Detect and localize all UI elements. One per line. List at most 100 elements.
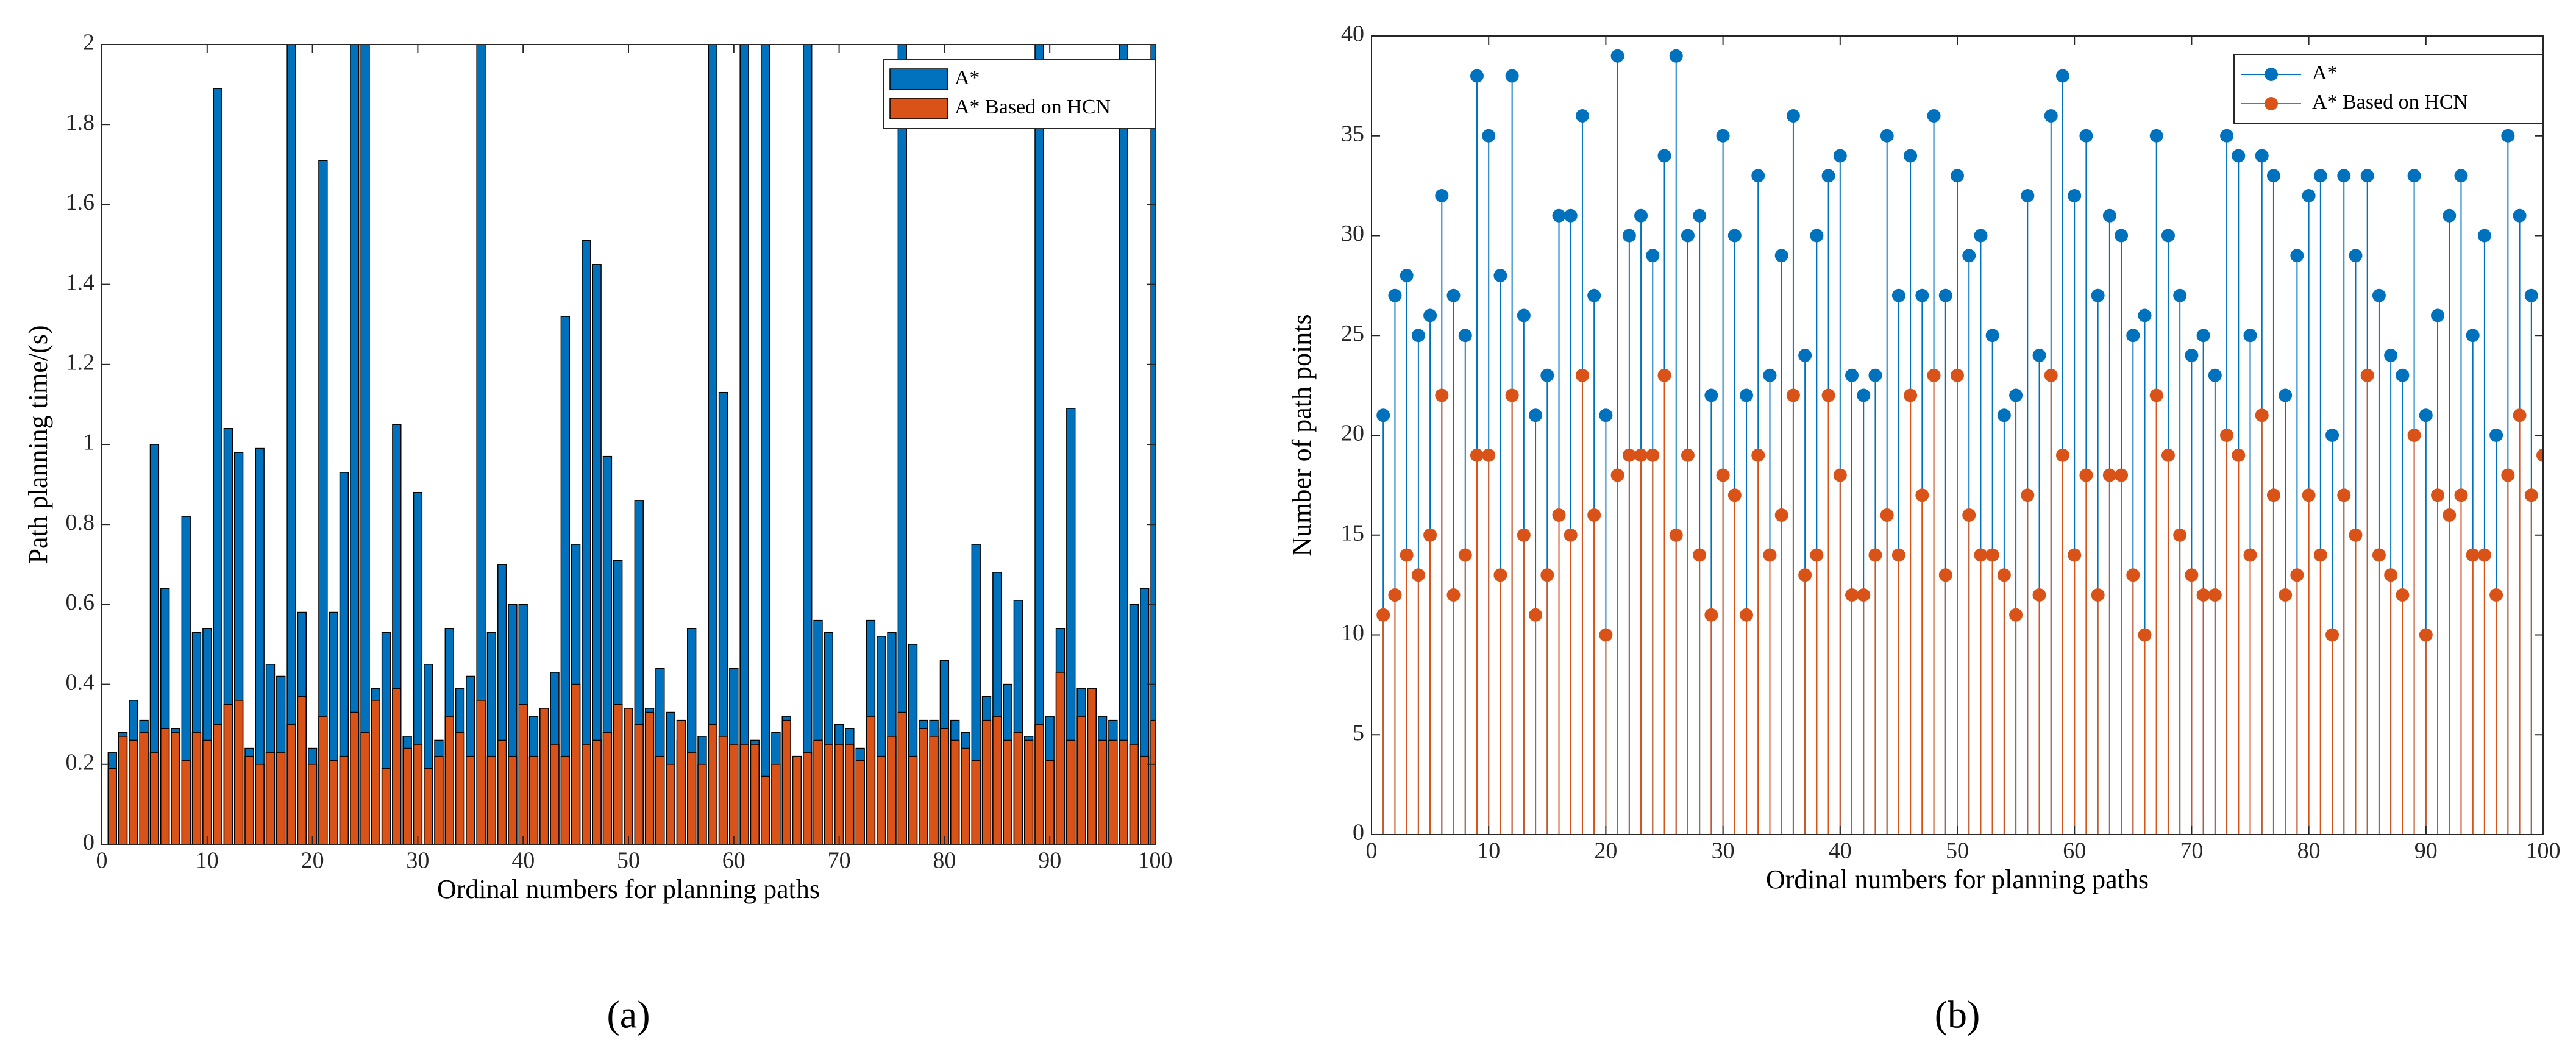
- stem-marker: [2443, 508, 2457, 522]
- stem-marker: [1646, 249, 1660, 263]
- bar: [919, 728, 928, 844]
- bar: [318, 160, 328, 844]
- stem-marker: [2279, 388, 2293, 402]
- stem-marker: [1857, 588, 1871, 602]
- y-tick-label: 0: [1353, 820, 1364, 846]
- bar: [476, 45, 486, 844]
- bar: [582, 240, 591, 844]
- stem-marker: [2279, 588, 2293, 602]
- stem-marker: [2149, 388, 2163, 402]
- stem-marker: [1599, 408, 1613, 422]
- stem-marker: [2149, 129, 2163, 143]
- bar: [992, 716, 1002, 844]
- y-tick-label: 25: [1341, 321, 1364, 346]
- bar: [950, 739, 960, 844]
- bar: [371, 700, 380, 844]
- stem-marker: [1376, 408, 1390, 422]
- bar: [160, 728, 170, 844]
- stem-marker: [1493, 269, 1507, 282]
- bar: [824, 744, 833, 844]
- stem-marker: [1552, 508, 1566, 522]
- x-tick-label: 70: [2180, 838, 2203, 864]
- stem-marker: [1962, 508, 1976, 522]
- stem-marker: [2185, 349, 2199, 362]
- stem-marker: [1529, 608, 1543, 622]
- stem-marker: [2091, 588, 2105, 602]
- bar: [961, 747, 970, 844]
- stem-marker: [1704, 608, 1718, 622]
- stem-marker: [2044, 109, 2058, 123]
- x-tick-label: 30: [406, 848, 429, 874]
- stem-marker: [1470, 448, 1484, 462]
- bar: [1034, 724, 1044, 844]
- stem-marker: [2266, 169, 2280, 183]
- stem-marker: [1938, 288, 1952, 302]
- bar: [1097, 739, 1108, 844]
- legend-marker: [2265, 97, 2278, 110]
- bar: [318, 716, 328, 844]
- x-tick-label: 50: [617, 848, 640, 874]
- x-tick-label: 20: [1594, 838, 1617, 864]
- stem-marker: [2302, 189, 2316, 202]
- bar: [1003, 739, 1012, 844]
- bar: [845, 744, 855, 844]
- stem-marker: [1704, 388, 1718, 402]
- stem-marker: [1575, 368, 1589, 382]
- bar: [118, 736, 128, 844]
- bar: [413, 744, 423, 844]
- bar: [444, 716, 454, 844]
- bar: [866, 716, 876, 844]
- y-tick-label: 1: [83, 430, 94, 455]
- legend-box: [2233, 54, 2544, 124]
- bar: [729, 744, 739, 844]
- stem-marker: [1763, 368, 1777, 382]
- bar: [592, 264, 602, 844]
- stem-marker: [2021, 189, 2035, 202]
- marks: [107, 45, 1155, 844]
- y-tick-label: 15: [1341, 520, 1364, 546]
- y-tick-label: 1.2: [66, 350, 95, 376]
- stem-marker: [1927, 109, 1941, 123]
- bar: [560, 755, 570, 844]
- stem-marker: [1891, 548, 1905, 562]
- stem-marker: [1505, 388, 1519, 402]
- x-tick-label: 80: [933, 848, 956, 874]
- stem-marker: [1517, 528, 1531, 542]
- stem-marker: [1727, 488, 1742, 502]
- bar: [1140, 755, 1150, 844]
- stem-marker: [2360, 169, 2374, 183]
- stem-marker: [2208, 588, 2222, 602]
- stem-marker: [2501, 129, 2515, 143]
- stem-marker: [1540, 368, 1554, 382]
- bar: [1119, 739, 1128, 844]
- bar: [1129, 744, 1139, 844]
- stem-marker: [2513, 208, 2527, 223]
- x-tick-label: 30: [1712, 838, 1735, 864]
- bar: [897, 45, 907, 844]
- stem-marker: [1845, 368, 1859, 382]
- stem-marker: [1740, 388, 1754, 402]
- bar: [424, 768, 433, 844]
- stem-marker: [2454, 488, 2468, 502]
- bar: [1076, 716, 1086, 844]
- legend-marker: [2265, 68, 2278, 81]
- stem-marker: [1740, 608, 1754, 622]
- bar: [350, 45, 360, 844]
- bar: [1066, 408, 1076, 844]
- bar: [181, 760, 191, 844]
- stem-marker: [2102, 208, 2116, 223]
- stem-marker: [1646, 448, 1660, 462]
- bar: [613, 704, 623, 844]
- bar: [107, 768, 117, 844]
- stem-marker: [2419, 408, 2433, 422]
- stem-marker: [1482, 448, 1496, 462]
- bar: [360, 45, 370, 844]
- stem-marker: [1564, 208, 1578, 223]
- bar: [887, 736, 897, 844]
- x-tick-label: 60: [722, 848, 745, 874]
- legend-swatch: [889, 98, 948, 119]
- stem-marker: [2524, 488, 2538, 502]
- stem-marker: [2032, 349, 2046, 362]
- bar: [466, 755, 475, 844]
- stem-marker: [1634, 208, 1648, 223]
